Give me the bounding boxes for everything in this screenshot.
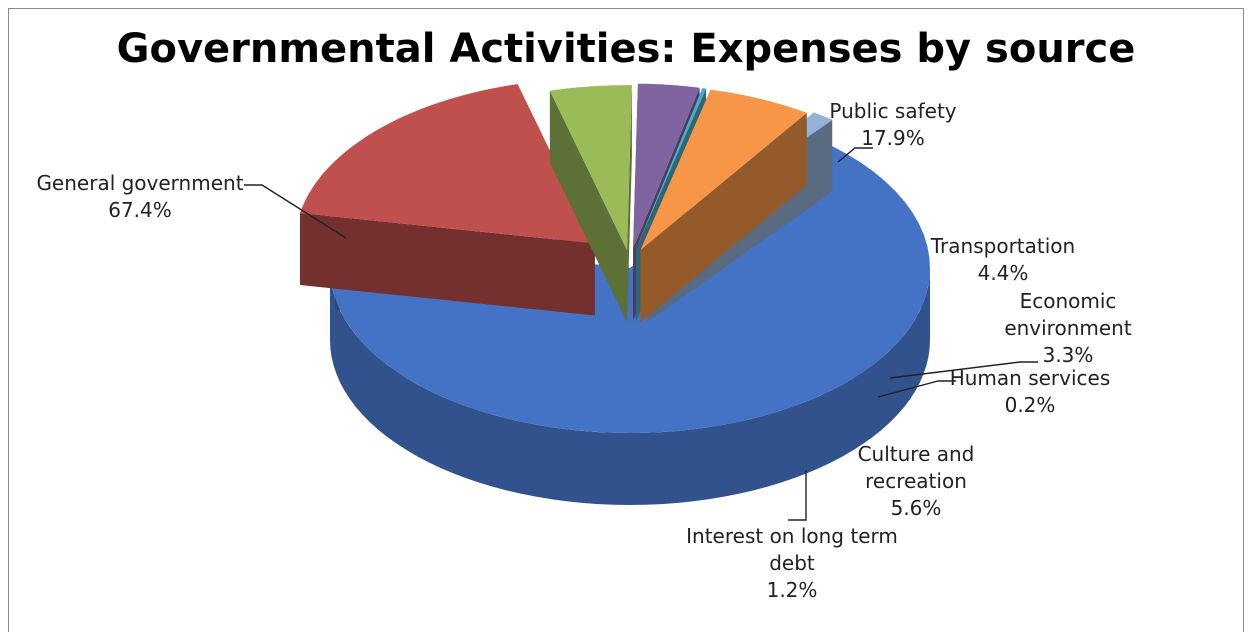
data-label-value: 17.9% <box>861 126 925 150</box>
pie-slice-cut <box>299 213 595 316</box>
data-label-text: Transportation <box>930 234 1075 258</box>
data-label-text: Public safety <box>829 99 956 123</box>
pie-slice-top <box>635 88 707 250</box>
pie-slice-6 <box>640 89 807 323</box>
data-label-value: 5.6% <box>891 496 942 520</box>
chart-title: Governmental Activities: Expenses by sou… <box>116 26 1136 72</box>
data-label-text: debt <box>769 551 815 575</box>
leader-line <box>877 380 956 398</box>
pie-slice-top <box>300 84 595 244</box>
pie-slice-3 <box>549 85 632 323</box>
pie-slice-side <box>330 268 930 505</box>
leader-line <box>788 470 807 521</box>
data-label-text: recreation <box>865 469 967 493</box>
data-label-value: 67.4% <box>108 198 172 222</box>
leader-line <box>244 184 347 239</box>
pie-slice-cut <box>640 112 807 323</box>
data-label-text: Economic <box>1020 289 1117 313</box>
data-label-6: Culture and recreation 5.6% <box>858 442 975 520</box>
data-label-value: 1.2% <box>767 578 818 602</box>
data-label-text: Interest on long term <box>686 524 898 548</box>
leader-line <box>837 147 873 163</box>
data-label-text: Human services <box>950 366 1111 390</box>
pie-slice-cut <box>627 85 632 323</box>
pie-slice-top <box>549 85 632 251</box>
pie-slice-2 <box>299 84 595 316</box>
data-label-7: Interest on long term debt 1.2% <box>686 470 898 602</box>
pie-slice-top <box>633 83 700 249</box>
data-label-1: General government 67.4% <box>36 171 347 239</box>
pie-slice-cut <box>549 90 628 323</box>
data-label-4: Economic environment 3.3% <box>889 289 1132 379</box>
leader-line <box>889 361 1038 379</box>
data-label-text: environment <box>1004 316 1132 340</box>
data-label-text: General government <box>36 171 243 195</box>
data-label-3: Transportation 4.4% <box>930 234 1075 285</box>
data-label-value: 3.3% <box>1043 343 1094 367</box>
data-label-2: Public safety 17.9% <box>829 99 957 163</box>
data-label-value: 4.4% <box>978 261 1029 285</box>
data-label-text: Culture and <box>858 442 975 466</box>
pie-slice-top <box>640 89 807 251</box>
data-label-5: Human services 0.2% <box>877 366 1111 417</box>
data-label-value: 0.2% <box>1005 393 1056 417</box>
